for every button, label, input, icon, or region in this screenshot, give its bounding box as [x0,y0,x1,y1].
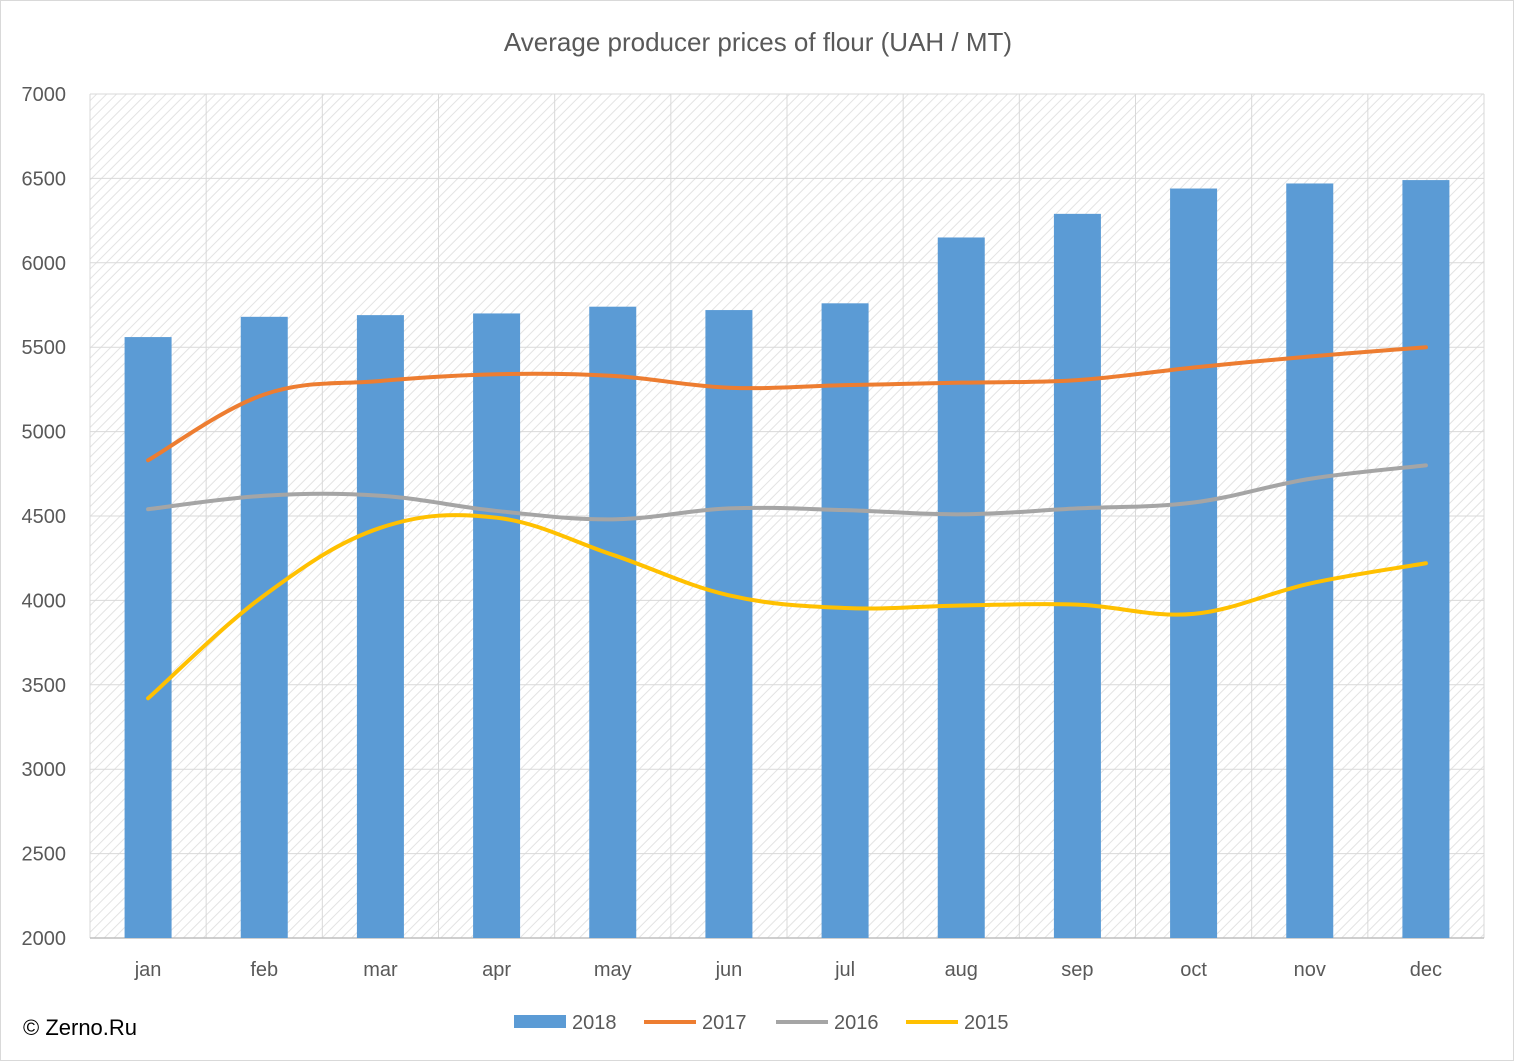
x-tick-label: feb [250,959,278,981]
x-tick-label: dec [1410,959,1442,981]
copyright-text: © Zerno.Ru [23,1015,138,1040]
y-tick-label: 5500 [22,337,67,359]
bar-2018-feb [240,316,288,938]
x-tick-label: jul [834,959,855,981]
y-axis: 2000 2500 3000 3500 4000 4500 5000 5500 6000 6500… [22,84,67,950]
bar-2018-apr [473,313,521,938]
x-tick-label: sep [1061,959,1093,981]
legend: 2018 2017 2016 2015 [514,1012,1009,1034]
x-tick-label: may [594,959,632,981]
legend-label: 2016 [834,1012,879,1034]
legend-label: 2017 [702,1012,747,1034]
x-tick-label: aug [945,959,978,981]
bar-2018-jun [705,310,753,939]
x-tick-label: oct [1180,959,1207,981]
bar-2018-sep [1053,213,1101,938]
bar-2018-jul [821,303,869,938]
y-tick-label: 3000 [22,759,67,781]
legend-item-2018: 2018 [514,1012,617,1034]
bar-2018-dec [1402,180,1450,938]
y-tick-label: 5000 [22,422,67,444]
bar-2018-oct [1170,188,1218,938]
chart-title: Average producer prices of flour (UAH / … [504,27,1012,57]
x-tick-label: nov [1294,959,1326,981]
legend-label: 2018 [572,1012,617,1034]
y-tick-label: 6000 [22,253,67,275]
line-2017 [146,345,1428,463]
y-tick-label: 2000 [22,928,67,950]
bar-2018-jan [124,337,172,938]
x-tick-label: apr [482,959,511,981]
y-tick-label: 2500 [22,844,67,866]
x-tick-label: jun [715,959,743,981]
y-tick-label: 7000 [22,84,67,106]
bar-2018-mar [356,315,404,938]
y-tick-label: 6500 [22,168,67,190]
bar-2018-nov [1286,183,1334,939]
y-tick-label: 4500 [22,506,67,528]
y-tick-label: 3500 [22,675,67,697]
x-tick-label: jan [134,959,162,981]
bar-series-2018 [124,180,1450,939]
bar-2018-may [589,306,637,938]
legend-swatch-bar [514,1015,566,1028]
x-tick-label: mar [363,959,398,981]
line-2016 [146,463,1428,522]
line-2015 [146,513,1428,701]
legend-label: 2015 [964,1012,1009,1034]
bar-2018-aug [937,237,985,939]
y-tick-label: 4000 [22,590,67,612]
legend-item-2017: 2017 [644,1012,747,1034]
line-series-group [146,345,1428,701]
legend-item-2015: 2015 [906,1012,1009,1034]
legend-item-2016: 2016 [776,1012,879,1034]
x-axis: jan feb mar apr may jun jul aug sep oct nov dec [90,937,1484,981]
